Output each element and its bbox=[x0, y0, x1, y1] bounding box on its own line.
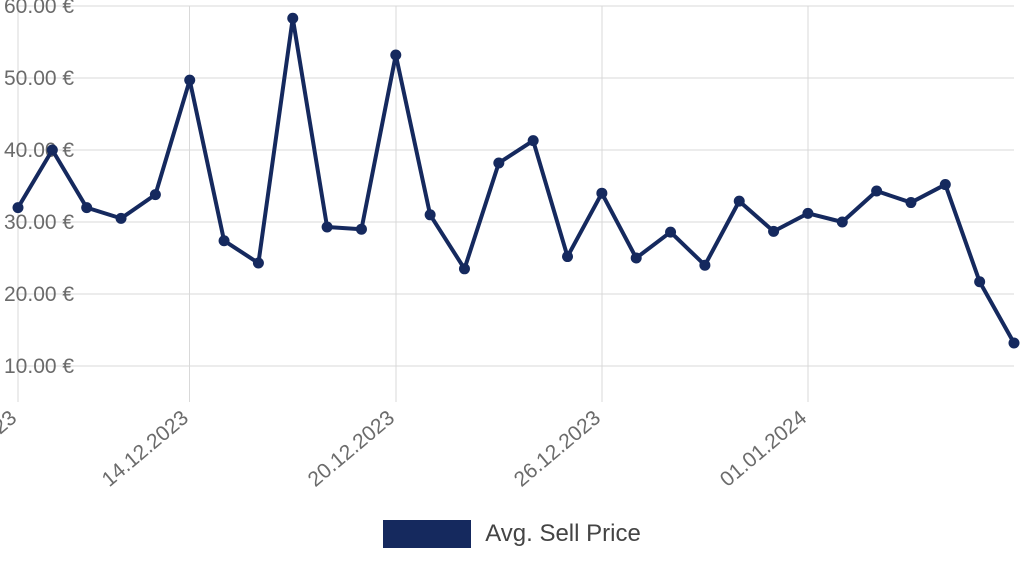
data-point bbox=[390, 49, 401, 60]
data-point bbox=[1009, 337, 1020, 348]
data-point bbox=[184, 75, 195, 86]
y-tick-label: 60.00 € bbox=[4, 0, 74, 18]
y-tick-label: 30.00 € bbox=[4, 211, 74, 234]
y-tick-label: 10.00 € bbox=[4, 355, 74, 378]
data-point bbox=[287, 13, 298, 24]
y-tick-label: 20.00 € bbox=[4, 283, 74, 306]
data-point bbox=[81, 202, 92, 213]
data-point bbox=[665, 227, 676, 238]
data-point bbox=[150, 189, 161, 200]
data-point bbox=[425, 209, 436, 220]
y-tick-label: 50.00 € bbox=[4, 67, 74, 90]
data-point bbox=[253, 258, 264, 269]
chart-legend: Avg. Sell Price bbox=[0, 520, 1024, 548]
data-point bbox=[802, 208, 813, 219]
data-point bbox=[219, 235, 230, 246]
data-point bbox=[837, 217, 848, 228]
data-point bbox=[905, 197, 916, 208]
y-tick-label: 40.00 € bbox=[4, 139, 74, 162]
legend-swatch bbox=[383, 520, 471, 548]
data-point bbox=[13, 202, 24, 213]
data-point bbox=[940, 179, 951, 190]
data-point bbox=[631, 253, 642, 264]
data-point bbox=[974, 276, 985, 287]
data-point bbox=[596, 188, 607, 199]
data-point bbox=[116, 213, 127, 224]
chart-canvas: 10.00 € 20.00 € 30.00 € 40.00 € 50.00 € 60.00… bbox=[0, 0, 1024, 576]
data-point bbox=[768, 226, 779, 237]
data-point bbox=[356, 224, 367, 235]
data-point bbox=[493, 157, 504, 168]
data-point bbox=[528, 135, 539, 146]
data-point bbox=[734, 196, 745, 207]
price-chart: 10.00 € 20.00 € 30.00 € 40.00 € 50.00 € 60.00… bbox=[0, 0, 1024, 576]
data-point bbox=[871, 186, 882, 197]
data-point bbox=[562, 251, 573, 262]
data-point bbox=[47, 145, 58, 156]
data-point bbox=[322, 222, 333, 233]
data-point bbox=[699, 260, 710, 271]
data-point bbox=[459, 263, 470, 274]
legend-label: Avg. Sell Price bbox=[485, 520, 641, 548]
